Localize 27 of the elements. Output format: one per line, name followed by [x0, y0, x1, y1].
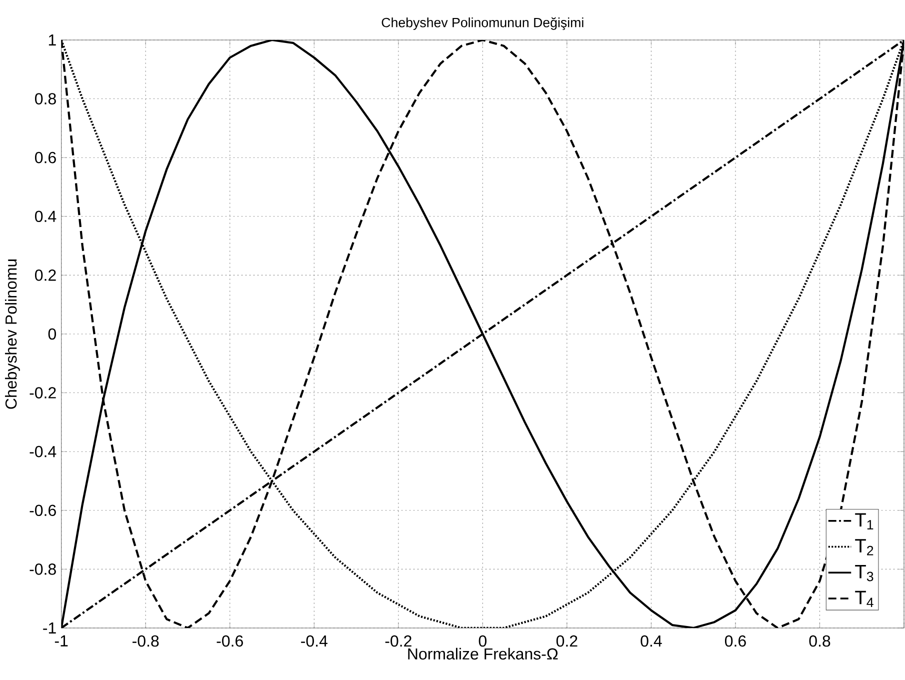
x-tick-label: -0.6 — [216, 635, 243, 647]
y-tick-label: 0 — [48, 328, 56, 340]
x-tick-label: -0.2 — [385, 635, 412, 647]
y-tick-label: 0.8 — [35, 93, 56, 104]
x-tick-label: 0.4 — [640, 635, 662, 647]
x-tick-label: -0.8 — [132, 635, 159, 647]
x-tick-label: 0.2 — [556, 635, 578, 647]
y-tick-label: -0.6 — [30, 504, 56, 516]
legend-label: T$_{2}$ — [855, 539, 874, 556]
x-tick-label: 0.8 — [809, 635, 830, 647]
x-tick-label: 0.6 — [724, 635, 746, 647]
y-tick-label: -0.2 — [30, 387, 56, 398]
legend-label: T$_{3}$ — [855, 564, 874, 582]
y-tick-label: 0.4 — [35, 210, 56, 222]
y-tick-label: 0.6 — [35, 152, 56, 164]
x-tick-label: -0.4 — [301, 635, 328, 647]
y-tick-label: -1 — [43, 622, 56, 634]
y-axis-title: Chebyshev Polinomu — [5, 259, 20, 409]
x-axis-title: Normalize Frekans-Ω — [408, 648, 558, 660]
legend-label: T$_{4}$ — [855, 590, 874, 607]
y-tick-label: 0.2 — [35, 270, 56, 281]
y-tick-label: -0.4 — [30, 446, 56, 458]
legend-label: T$_{1}$ — [855, 513, 874, 530]
y-tick-label: 1 — [48, 34, 56, 46]
y-tick-label: -0.8 — [30, 564, 56, 575]
x-tick-label: 0 — [478, 635, 487, 647]
chart-title: Chebyshev Polinomunun Değişimi — [382, 17, 584, 30]
